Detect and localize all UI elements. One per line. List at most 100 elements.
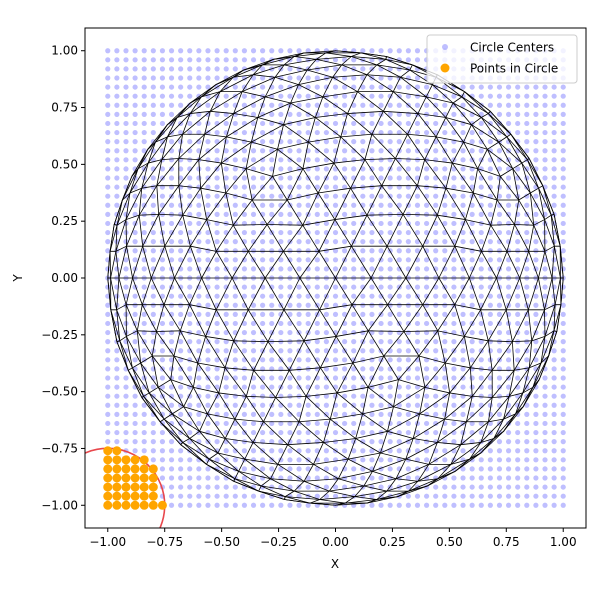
circle-center-point [296, 294, 301, 299]
sphere-edge [363, 387, 368, 414]
circle-center-point [333, 84, 338, 89]
circle-center-point [378, 103, 383, 108]
circle-center-point [160, 66, 165, 71]
circle-center-point [533, 503, 538, 508]
circle-center-point [160, 112, 165, 117]
circle-center-point [397, 184, 402, 189]
sphere-edge [190, 246, 216, 251]
circle-center-point [552, 257, 557, 262]
circle-center-point [451, 484, 456, 489]
circle-center-point [315, 175, 320, 180]
circle-center-point [515, 239, 520, 244]
circle-center-point [424, 221, 429, 226]
circle-center-point [296, 484, 301, 489]
circle-center-point [260, 430, 265, 435]
circle-center-point [451, 212, 456, 217]
circle-center-point [506, 266, 511, 271]
sphere-edge [119, 278, 126, 305]
circle-center-point [306, 103, 311, 108]
circle-center-point [506, 203, 511, 208]
circle-center-point [542, 457, 547, 462]
circle-center-point [151, 66, 156, 71]
sphere-edge [367, 186, 382, 215]
circle-center-point [133, 112, 138, 117]
circle-center-point [233, 166, 238, 171]
sphere-edge [248, 251, 265, 278]
circle-center-point [242, 284, 247, 289]
circle-center-point [415, 103, 420, 108]
circle-center-point [269, 239, 274, 244]
circle-center-point [561, 430, 566, 435]
circle-center-point [123, 66, 128, 71]
circle-center-point [515, 84, 520, 89]
circle-center-point [324, 103, 329, 108]
circle-center-point [561, 103, 566, 108]
circle-center-point [269, 257, 274, 262]
circle-center-point [406, 157, 411, 162]
circle-center-point [187, 157, 192, 162]
circle-center-point [278, 375, 283, 380]
circle-center-point [451, 403, 456, 408]
circle-center-point [369, 294, 374, 299]
sphere-edge [539, 186, 543, 188]
circle-center-point [351, 121, 356, 126]
circle-center-point [187, 284, 192, 289]
circle-center-point [542, 394, 547, 399]
circle-center-point [506, 121, 511, 126]
circle-center-point [187, 257, 192, 262]
circle-center-point [196, 203, 201, 208]
circle-center-point [205, 475, 210, 480]
circle-center-point [178, 57, 183, 62]
sphere-edge [528, 310, 531, 341]
sphere-edge [248, 224, 267, 251]
circle-center-point [378, 384, 383, 389]
circle-center-point [205, 357, 210, 362]
circle-center-point [342, 339, 347, 344]
circle-center-point [178, 103, 183, 108]
circle-center-point [533, 303, 538, 308]
circle-center-point [506, 112, 511, 117]
circle-center-point [515, 221, 520, 226]
circle-center-point [342, 366, 347, 371]
circle-center-point [460, 203, 465, 208]
sphere-edge [371, 278, 387, 305]
sphere-edge [403, 186, 417, 215]
circle-center-point [233, 148, 238, 153]
circle-center-point [142, 130, 147, 135]
circle-center-point [460, 194, 465, 199]
circle-center-point [542, 148, 547, 153]
circle-center-point [214, 266, 219, 271]
sphere-edge [158, 387, 172, 414]
circle-center-point [205, 194, 210, 199]
circle-center-point [224, 375, 229, 380]
circle-center-point [397, 257, 402, 262]
sphere-edge [207, 220, 234, 226]
circle-center-point [415, 48, 420, 53]
circle-center-point [442, 139, 447, 144]
circle-center-point [415, 57, 420, 62]
sphere-edge [334, 160, 365, 163]
legend-marker-points-in-circle [441, 64, 450, 73]
sphere-edge [406, 278, 423, 305]
circle-center-point [552, 121, 557, 126]
circle-center-point [561, 494, 566, 499]
sphere-edge [200, 431, 226, 438]
circle-center-point [287, 212, 292, 217]
sphere-edge [246, 169, 272, 177]
circle-center-point [214, 294, 219, 299]
circle-center-point [378, 194, 383, 199]
circle-center-point [524, 330, 529, 335]
sphere-edge [351, 160, 365, 189]
circle-center-point [497, 103, 502, 108]
circle-center-point [324, 330, 329, 335]
circle-center-point [369, 239, 374, 244]
circle-center-point [369, 84, 374, 89]
circle-center-point [333, 239, 338, 244]
sphere-edge [395, 159, 417, 186]
circle-center-point [205, 103, 210, 108]
circle-center-point [561, 230, 566, 235]
circle-center-point [278, 157, 283, 162]
circle-center-point [360, 312, 365, 317]
sphere-edge [351, 188, 367, 215]
circle-center-point [105, 157, 110, 162]
